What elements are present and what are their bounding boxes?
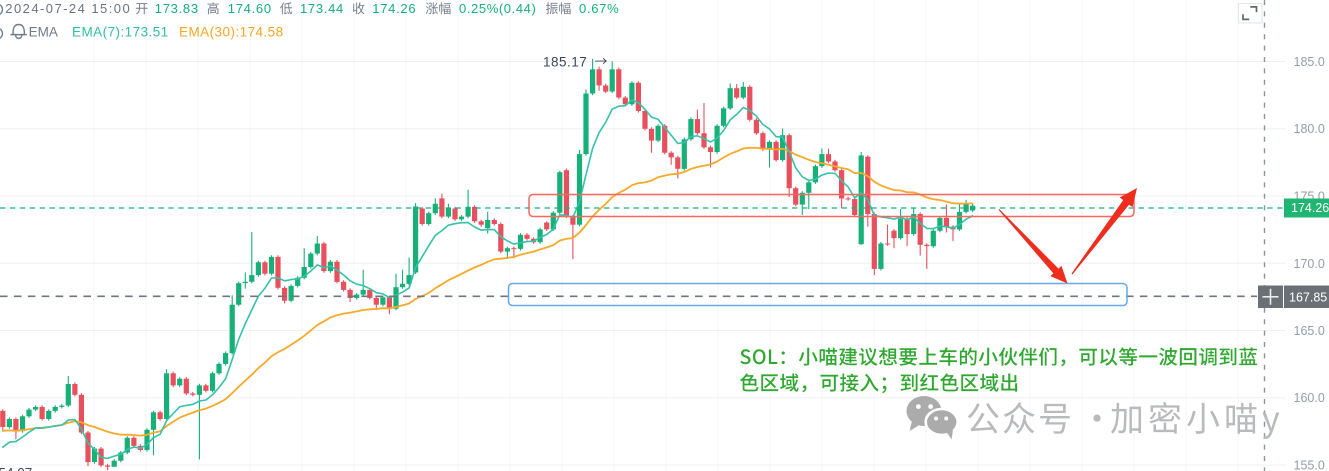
svg-text:167.85: 167.85 (1289, 290, 1327, 304)
svg-text:155.0: 155.0 (1294, 459, 1325, 471)
svg-text:0.67%: 0.67% (579, 1, 619, 16)
svg-text:154.07: 154.07 (0, 465, 32, 471)
svg-text:EMA(30):174.58: EMA(30):174.58 (179, 25, 284, 40)
svg-text:174.26: 174.26 (372, 1, 416, 16)
svg-text:185.0: 185.0 (1294, 55, 1325, 69)
svg-text:EMA: EMA (29, 25, 58, 40)
svg-text:174.26: 174.26 (1291, 201, 1329, 215)
svg-text:180.0: 180.0 (1294, 122, 1325, 136)
svg-text:EMA(7):173.51: EMA(7):173.51 (72, 25, 169, 40)
svg-text:173.44: 173.44 (300, 1, 344, 16)
svg-text:173.83: 173.83 (155, 1, 199, 16)
svg-text:170.0: 170.0 (1294, 257, 1325, 271)
svg-text:2024-07-24 15:00: 2024-07-24 15:00 (5, 1, 131, 16)
svg-text:0.25%(0.44): 0.25%(0.44) (459, 1, 536, 16)
svg-text:174.60: 174.60 (228, 1, 272, 16)
svg-text:165.0: 165.0 (1294, 324, 1325, 338)
svg-text:160.0: 160.0 (1294, 391, 1325, 405)
svg-text:185.17: 185.17 (543, 55, 587, 70)
